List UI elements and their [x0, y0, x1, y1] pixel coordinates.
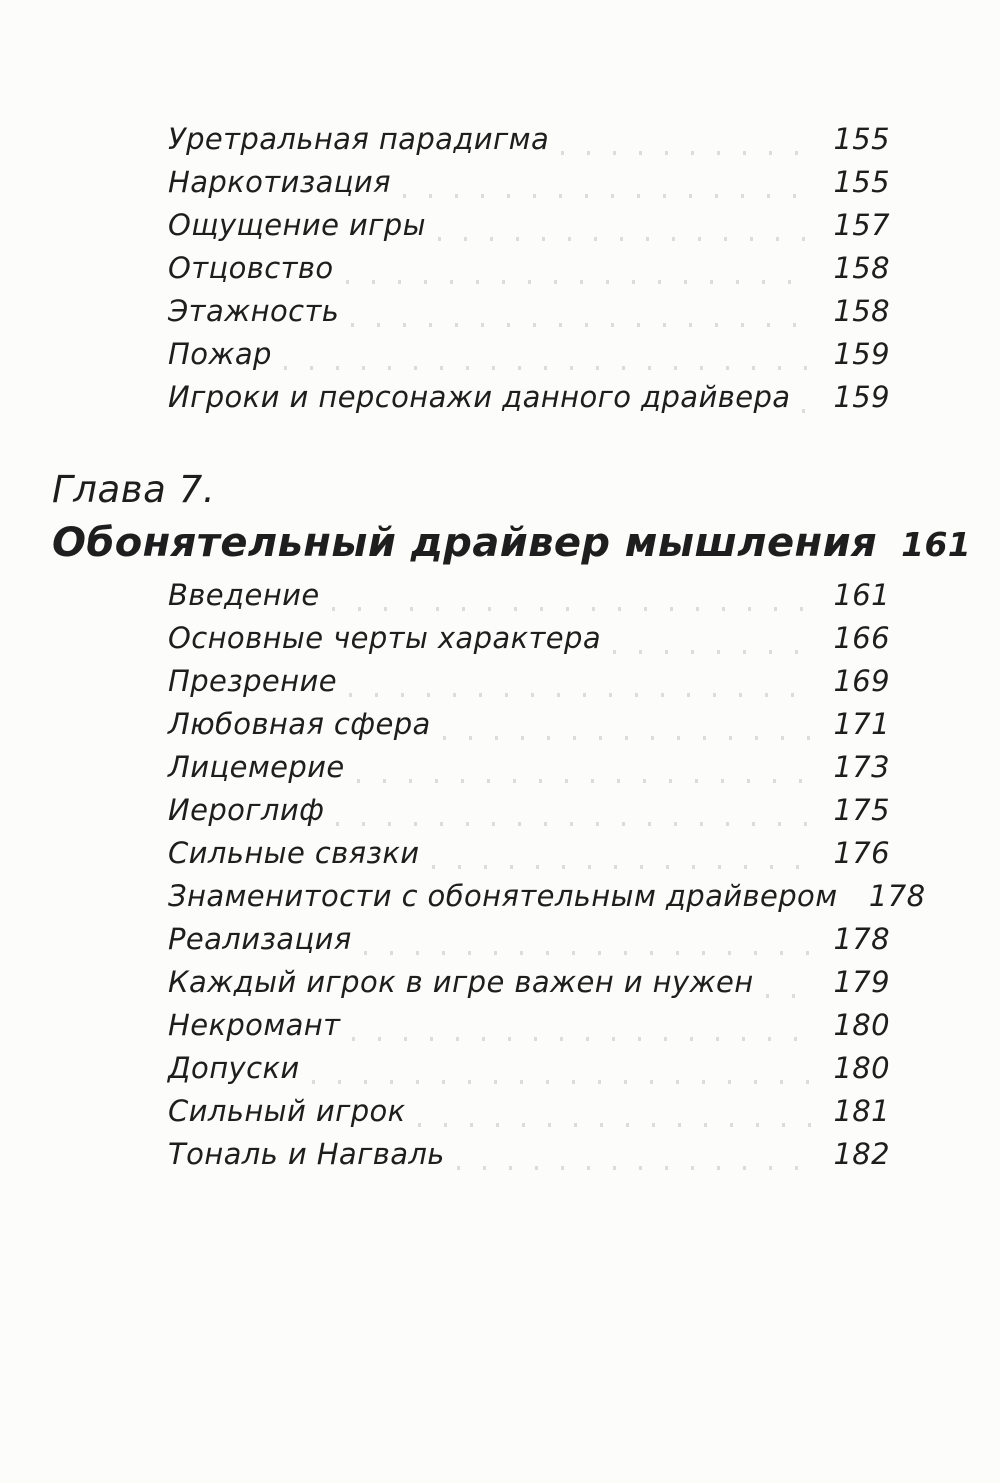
toc-entry-page: 159	[833, 380, 890, 414]
toc-entry-page: 171	[833, 707, 890, 741]
toc-entry-page: 181	[833, 1094, 890, 1128]
toc-entry: Уретральная парадигма 155	[168, 122, 890, 165]
dot-leader	[456, 1166, 814, 1170]
toc-entry-page: 176	[833, 836, 890, 870]
toc-entry: Введение 161	[168, 578, 890, 621]
chapter-page: 161	[901, 525, 972, 564]
toc-entry: Каждый игрок в игре важен и нужен 179	[168, 965, 890, 1008]
toc-entry: Лицемерие 173	[168, 750, 890, 793]
toc-entry: Иероглиф 175	[168, 793, 890, 836]
toc-entry-title: Каждый игрок в игре важен и нужен	[168, 965, 754, 999]
dot-leader	[331, 607, 814, 611]
toc-entry: Любовная сфера 171	[168, 707, 890, 750]
toc-entry-title: Сильный игрок	[168, 1094, 406, 1128]
chapter-label: Глава 7.	[52, 468, 216, 511]
toc-entry: Ощущение игры 157	[168, 208, 890, 251]
toc-entry-title: Основные черты характера	[168, 621, 602, 655]
toc-entry-title: Иероглиф	[168, 793, 325, 827]
toc-entry: Допуски 180	[168, 1051, 890, 1094]
toc-entry: Знаменитости с обонятельным драйвером 17…	[168, 879, 925, 922]
toc-entry-page: 159	[833, 337, 890, 371]
toc-entry-title: Введение	[168, 578, 320, 612]
toc-entry: Отцовство 158	[168, 251, 890, 294]
toc-entry: Тональ и Нагваль 182	[168, 1137, 890, 1180]
dot-leader	[403, 194, 814, 198]
toc-entry-page: 173	[833, 750, 890, 784]
dot-leader	[431, 865, 814, 869]
toc-entry-page: 179	[833, 965, 890, 999]
dot-leader	[348, 693, 814, 697]
toc-entry-page: 161	[833, 578, 890, 612]
toc-section-chapter7: Введение 161 Основные черты характера 16…	[168, 578, 925, 1180]
toc-entry: Основные черты характера 166	[168, 621, 890, 664]
toc-entry-page: 157	[833, 208, 890, 242]
toc-entry: Сильные связки 176	[168, 836, 890, 879]
dot-leader	[765, 994, 814, 998]
dot-leader	[356, 779, 814, 783]
toc-entry-title: Отцовство	[168, 251, 334, 285]
toc-entry-page: 155	[833, 165, 890, 199]
toc-entry-title: Некромант	[168, 1008, 341, 1042]
dot-leader	[363, 951, 814, 955]
toc-entry: Презрение 169	[168, 664, 890, 707]
toc-entry-title: Допуски	[168, 1051, 300, 1085]
toc-entry-title: Знаменитости с обонятельным драйвером	[168, 879, 838, 913]
toc-entry-title: Игроки и персонажи данного драйвера	[168, 380, 791, 414]
toc-entry: Сильный игрок 181	[168, 1094, 890, 1137]
toc-entry-page: 158	[833, 294, 890, 328]
toc-entry-title: Презрение	[168, 664, 337, 698]
dot-leader	[437, 237, 814, 241]
toc-entry-title: Лицемерие	[168, 750, 345, 784]
toc-entry: Пожар 159	[168, 337, 890, 380]
toc-entry-page: 175	[833, 793, 890, 827]
toc-entry: Наркотизация 155	[168, 165, 890, 208]
dot-leader	[442, 736, 814, 740]
toc-entry-page: 178	[833, 922, 890, 956]
dot-leader	[283, 366, 814, 370]
toc-entry-page: 155	[833, 122, 890, 156]
toc-entry-title: Ощущение игры	[168, 208, 426, 242]
toc-entry-title: Тональ и Нагваль	[168, 1137, 445, 1171]
toc-entry-page: 169	[833, 664, 890, 698]
toc-entry: Игроки и персонажи данного драйвера 159	[168, 380, 890, 423]
toc-entry-page: 180	[833, 1051, 890, 1085]
dot-leader	[352, 1037, 814, 1041]
dot-leader	[802, 409, 814, 413]
toc-entry-title: Этажность	[168, 294, 340, 328]
chapter-heading: Глава 7. Обонятельный драйвер мышления 1…	[52, 468, 971, 576]
dot-leader	[351, 323, 814, 327]
dot-leader	[336, 822, 814, 826]
dot-leader	[561, 151, 814, 155]
chapter-title: Обонятельный драйвер мышления	[52, 520, 878, 566]
dot-leader	[417, 1123, 814, 1127]
chapter-title-row: Обонятельный драйвер мышления 161	[52, 520, 971, 576]
toc-entry-page: 180	[833, 1008, 890, 1042]
toc-entry-title: Пожар	[168, 337, 272, 371]
dot-leader	[613, 650, 814, 654]
toc-entry-page: 178	[868, 879, 926, 913]
toc-entry-title: Любовная сфера	[168, 707, 431, 741]
dot-leader	[345, 280, 814, 284]
toc-entry-title: Наркотизация	[168, 165, 392, 199]
toc-entry: Этажность 158	[168, 294, 890, 337]
toc-entry-page: 166	[833, 621, 890, 655]
toc-entry-title: Реализация	[168, 922, 352, 956]
toc-entry-page: 158	[833, 251, 890, 285]
toc-section-top: Уретральная парадигма 155 Наркотизация 1…	[168, 122, 890, 423]
toc-entry-title: Уретральная парадигма	[168, 122, 550, 156]
toc-entry: Некромант 180	[168, 1008, 890, 1051]
toc-entry-title: Сильные связки	[168, 836, 420, 870]
dot-leader	[311, 1080, 814, 1084]
toc-entry-page: 182	[833, 1137, 890, 1171]
toc-entry: Реализация 178	[168, 922, 890, 965]
